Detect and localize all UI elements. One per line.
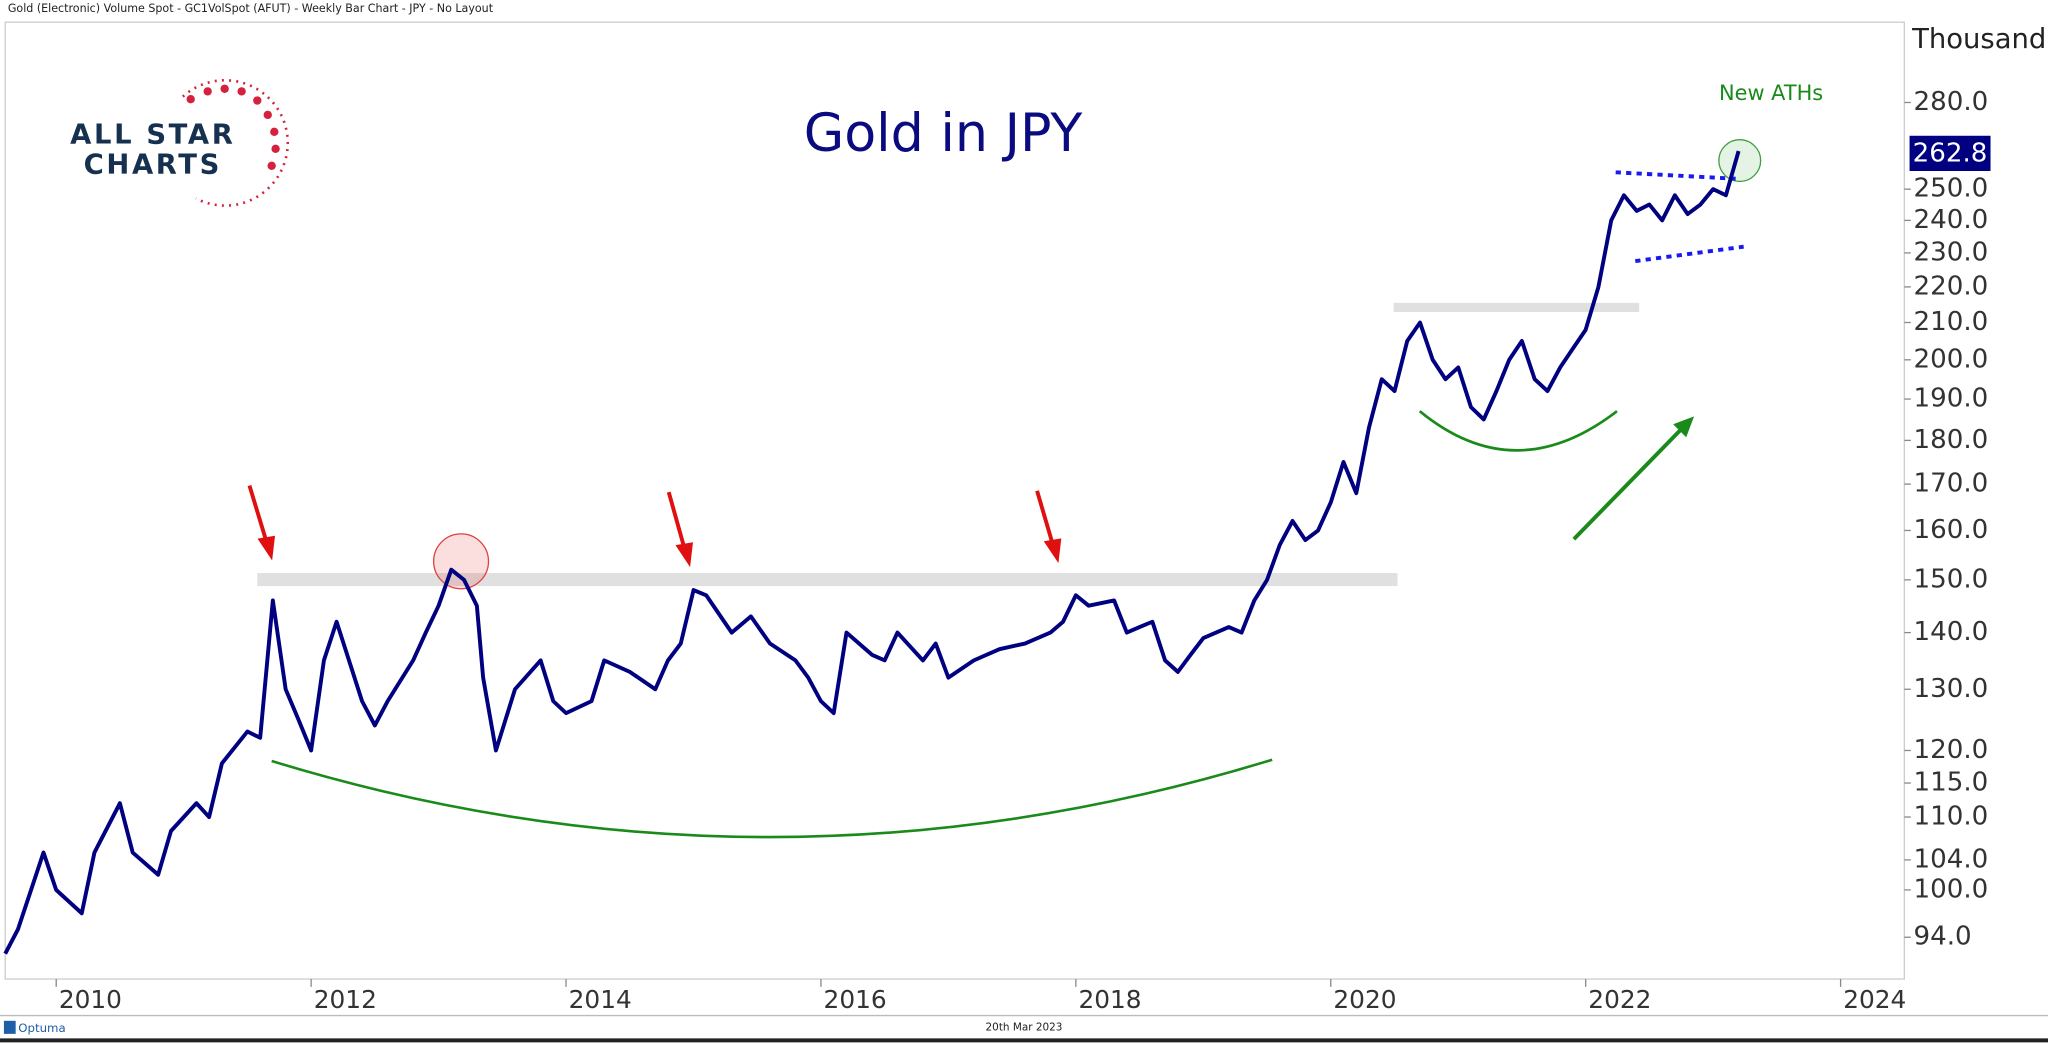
x-tick-label: 2010 xyxy=(59,985,122,1014)
y-tick-label: 220.0 xyxy=(1913,271,1988,301)
highlight-circle xyxy=(1718,139,1762,183)
logo-star xyxy=(271,144,280,153)
logo: ALL STAR CHARTS xyxy=(70,78,290,207)
brand: Optuma xyxy=(18,1021,65,1035)
last-value-box xyxy=(1909,135,1991,172)
resistance-band xyxy=(257,573,1398,587)
y-tick-label: 200.0 xyxy=(1913,344,1988,374)
y-tick-label: 150.0 xyxy=(1913,564,1988,594)
last-value-label: 262.8 xyxy=(1913,139,1988,169)
y-tick-label: 190.0 xyxy=(1913,384,1988,414)
footer: Optuma 20th Mar 2023 xyxy=(3,1020,1063,1035)
x-tick-label: 2022 xyxy=(1588,985,1651,1014)
arrow-shaft xyxy=(247,485,269,543)
y-tick-label: 110.0 xyxy=(1913,802,1988,832)
x-tick-label: 2024 xyxy=(1843,985,1906,1014)
annotation-text: New ATHs xyxy=(1719,81,1823,105)
green-arrow-head xyxy=(1673,416,1695,438)
price-line xyxy=(3,150,1741,955)
y-tick-label: 120.0 xyxy=(1913,735,1988,765)
base-arc xyxy=(1418,410,1618,452)
arrow-shaft xyxy=(666,491,687,549)
logo-dots xyxy=(181,78,290,207)
y-tick-label: 170.0 xyxy=(1913,469,1988,499)
channel-line xyxy=(1615,170,1738,181)
y-tick-label: 180.0 xyxy=(1913,425,1988,455)
x-tick-label: 2018 xyxy=(1078,985,1141,1014)
logo-star xyxy=(186,95,195,104)
date: 20th Mar 2023 xyxy=(986,1021,1063,1033)
logo-line: ALL STAR xyxy=(70,119,235,150)
logo-line: CHARTS xyxy=(84,149,222,180)
y-tick-label: 115.0 xyxy=(1913,768,1988,798)
chart-title: Gold in JPY xyxy=(804,104,1083,164)
logo-stars xyxy=(186,84,280,170)
logo-star xyxy=(267,161,276,170)
y-tick-label: 230.0 xyxy=(1913,237,1988,267)
y-tick-label: 210.0 xyxy=(1913,307,1988,337)
arrow-head xyxy=(257,535,276,561)
logo-star xyxy=(270,127,279,137)
resistance-band xyxy=(1393,302,1640,312)
header: Gold (Electronic) Volume Spot - GC1VolSp… xyxy=(8,2,494,15)
logo-star xyxy=(203,87,212,96)
arrow-shaft xyxy=(1035,490,1055,545)
arrow-head xyxy=(1043,538,1062,564)
y-axis-label: Thousand xyxy=(1911,24,2046,55)
x-tick-label: 2020 xyxy=(1333,985,1396,1014)
x-tick-label: 2014 xyxy=(569,985,632,1014)
logo-star xyxy=(220,84,229,93)
arrow-head xyxy=(675,542,693,568)
brand-icon xyxy=(3,1020,16,1034)
y-tick-label: 104.0 xyxy=(1913,844,1988,874)
x-tick-label: 2012 xyxy=(314,985,377,1014)
logo-star xyxy=(263,110,272,120)
y-tick-label: 160.0 xyxy=(1913,515,1988,545)
y-tick-label: 250.0 xyxy=(1913,174,1988,204)
logo-star xyxy=(253,96,262,105)
channel-line xyxy=(1635,244,1744,264)
y-tick-label: 130.0 xyxy=(1913,674,1988,704)
highlight-circle xyxy=(432,533,490,590)
x-tick-label: 2016 xyxy=(824,985,887,1014)
logo-star xyxy=(237,87,246,96)
y-tick-label: 94.0 xyxy=(1913,922,1971,952)
red-arrows xyxy=(247,485,1062,568)
y-tick-label: 100.0 xyxy=(1913,874,1988,904)
base-arc xyxy=(271,758,1273,839)
y-tick-label: 280.0 xyxy=(1913,87,1988,117)
y-tick-label: 240.0 xyxy=(1913,205,1988,235)
green-arrow-shaft xyxy=(1572,426,1684,541)
y-tick-label: 140.0 xyxy=(1913,617,1988,647)
plot-frame xyxy=(4,21,1905,980)
annotations: New ATHs xyxy=(247,81,1823,839)
